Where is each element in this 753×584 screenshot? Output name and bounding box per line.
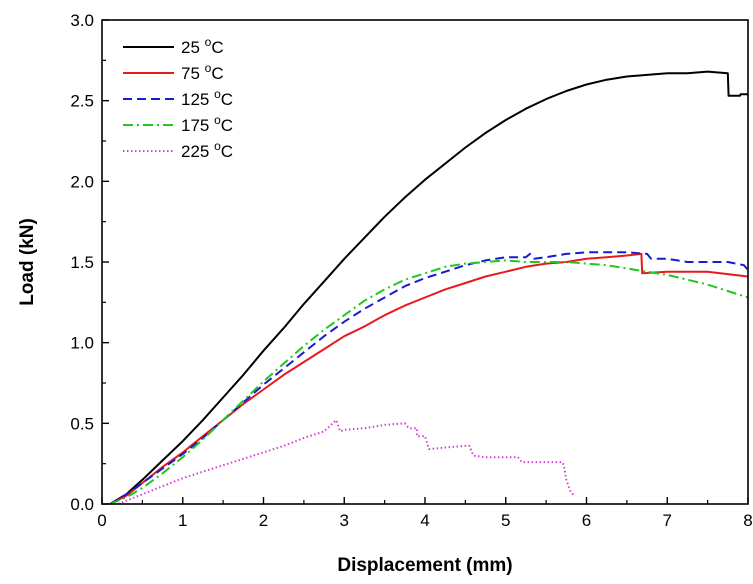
- x-tick-label: 5: [501, 511, 510, 530]
- y-tick-label: 2.0: [70, 172, 94, 191]
- series-layer: [109, 70, 748, 504]
- legend-label-0: 25 oC: [181, 35, 224, 57]
- legend-value: 175: [181, 116, 214, 135]
- series-line-0: [109, 70, 748, 504]
- legend-unit: C: [211, 64, 223, 83]
- series-line-1: [109, 252, 748, 504]
- series-line-3: [109, 259, 748, 504]
- x-axis-title: Displacement (mm): [337, 555, 512, 576]
- series-line-4: [117, 419, 576, 504]
- legend-label-3: 175 oC: [181, 113, 233, 135]
- legend-value: 125: [181, 90, 214, 109]
- legend-label-1: 75 oC: [181, 61, 224, 83]
- legend-unit: C: [221, 116, 233, 135]
- legend-unit: C: [211, 38, 223, 57]
- legend-degree: o: [214, 113, 221, 127]
- legend-value: 25: [181, 38, 205, 57]
- series-line-2: [109, 251, 748, 504]
- legend-label-2: 125 oC: [181, 87, 233, 109]
- legend-unit: C: [221, 90, 233, 109]
- legend-label-4: 225 oC: [181, 139, 233, 161]
- x-tick-label: 1: [178, 511, 187, 530]
- x-tick-label: 7: [663, 511, 672, 530]
- legend-degree: o: [205, 35, 212, 49]
- x-tick-label: 6: [582, 511, 591, 530]
- x-tick-label: 4: [420, 511, 429, 530]
- x-tick-label: 2: [259, 511, 268, 530]
- y-axis-title: Load (kN): [17, 218, 38, 306]
- y-tick-label: 1.0: [70, 334, 94, 353]
- x-tick-label: 0: [97, 511, 106, 530]
- legend-unit: C: [221, 142, 233, 161]
- legend-value: 75: [181, 64, 205, 83]
- legend-value: 225: [181, 142, 214, 161]
- y-tick-label: 3.0: [70, 11, 94, 30]
- legend-degree: o: [214, 139, 221, 153]
- y-tick-label: 1.5: [70, 253, 94, 272]
- x-tick-label: 8: [743, 511, 752, 530]
- legend-degree: o: [205, 61, 212, 75]
- legend-degree: o: [214, 87, 221, 101]
- x-tick-label: 3: [340, 511, 349, 530]
- y-tick-label: 0.5: [70, 414, 94, 433]
- ticks-layer: 0 1 2 3 4 5 6 7 8 0.0 0.5 1.0 1.5 2.0 2.5 3.0: [70, 11, 752, 530]
- y-tick-label: 0.0: [70, 495, 94, 514]
- y-tick-label: 2.5: [70, 92, 94, 111]
